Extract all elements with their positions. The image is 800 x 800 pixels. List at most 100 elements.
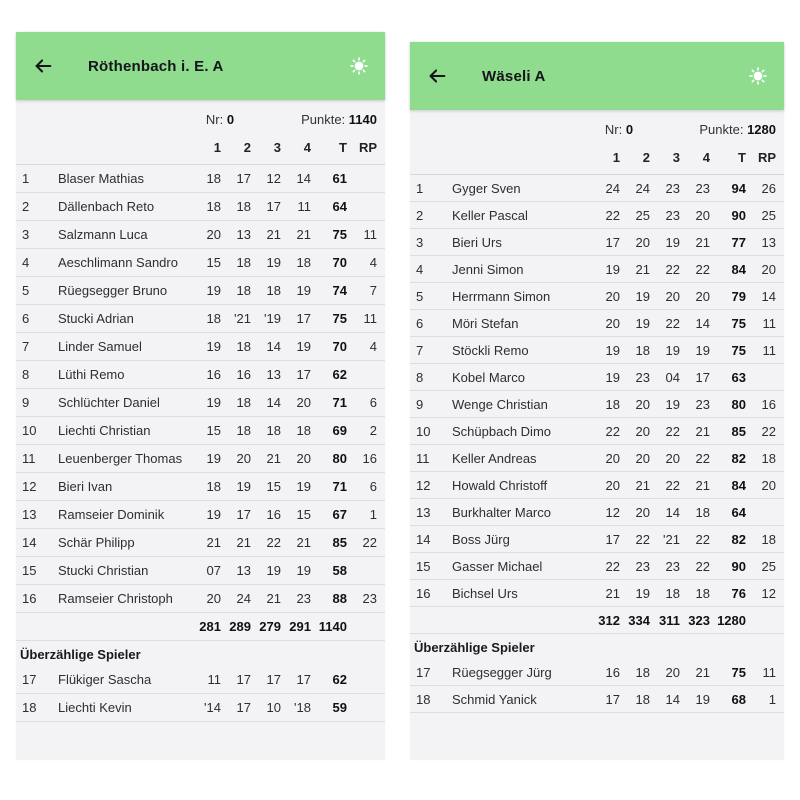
player-row[interactable]: 16 Bichsel Urs 21 19 18 18 76 12 bbox=[410, 580, 784, 607]
player-row[interactable]: 13 Ramseier Dominik 19 17 16 15 67 1 bbox=[16, 501, 385, 529]
score-round-1: 07 bbox=[206, 563, 221, 578]
score-round-3: 19 bbox=[665, 234, 680, 250]
player-row[interactable]: 8 Lüthi Remo 16 16 13 17 62 bbox=[16, 361, 385, 389]
total-col-3: 279 bbox=[259, 619, 281, 634]
score-round-3: 19 bbox=[665, 342, 680, 358]
score-total: 71 bbox=[332, 479, 347, 494]
column-header-3: 3 bbox=[672, 150, 680, 165]
player-row[interactable]: 14 Schär Philipp 21 21 22 21 85 22 bbox=[16, 529, 385, 557]
total-col-5: 1140 bbox=[318, 619, 347, 634]
brightness-button[interactable] bbox=[347, 54, 371, 78]
player-name: Aeschlimann Sandro bbox=[58, 255, 178, 270]
player-row[interactable]: 5 Rüegsegger Bruno 19 18 18 19 74 7 bbox=[16, 277, 385, 305]
score-rp: 25 bbox=[761, 207, 776, 223]
score-round-2: 17 bbox=[236, 171, 251, 186]
score-round-2: 24 bbox=[635, 180, 650, 196]
score-round-2: '21 bbox=[234, 311, 251, 326]
score-round-2: 13 bbox=[236, 563, 251, 578]
player-row[interactable]: 6 Möri Stefan 20 19 22 14 75 11 bbox=[410, 310, 784, 337]
score-round-3: '21 bbox=[663, 531, 680, 547]
player-name: Ramseier Christoph bbox=[58, 591, 173, 606]
player-name: Herrmann Simon bbox=[452, 288, 551, 304]
player-name: Gyger Sven bbox=[452, 180, 521, 196]
player-row[interactable]: 9 Schlüchter Daniel 19 18 14 20 71 6 bbox=[16, 389, 385, 417]
player-row[interactable]: 12 Bieri Ivan 18 19 15 19 71 6 bbox=[16, 473, 385, 501]
score-round-2: 20 bbox=[236, 451, 251, 466]
player-rank: 16 bbox=[22, 591, 37, 606]
score-round-3: 22 bbox=[665, 315, 680, 331]
player-row[interactable]: 15 Stucki Christian 07 13 19 19 58 bbox=[16, 557, 385, 585]
punkte-value: 1140 bbox=[348, 112, 377, 127]
player-row[interactable]: 3 Salzmann Luca 20 13 21 21 75 11 bbox=[16, 221, 385, 249]
score-round-3: 23 bbox=[665, 180, 680, 196]
player-name: Keller Pascal bbox=[452, 207, 528, 223]
player-row[interactable]: 2 Keller Pascal 22 25 23 20 90 25 bbox=[410, 202, 784, 229]
player-row[interactable]: 7 Stöckli Remo 19 18 19 19 75 11 bbox=[410, 337, 784, 364]
player-row[interactable]: 7 Linder Samuel 19 18 14 19 70 4 bbox=[16, 333, 385, 361]
player-name: Stöckli Remo bbox=[452, 342, 529, 358]
player-row[interactable]: 2 Dällenbach Reto 18 18 17 11 64 bbox=[16, 193, 385, 221]
column-header-rp: RP bbox=[358, 140, 377, 155]
player-row[interactable]: 9 Wenge Christian 18 20 19 23 80 16 bbox=[410, 391, 784, 418]
player-row[interactable]: 15 Gasser Michael 22 23 23 22 90 25 bbox=[410, 553, 784, 580]
player-row[interactable]: 10 Schüpbach Dimo 22 20 22 21 85 22 bbox=[410, 418, 784, 445]
player-name: Möri Stefan bbox=[452, 315, 519, 331]
score-round-1: 19 bbox=[206, 283, 221, 298]
score-round-2: 20 bbox=[635, 504, 650, 520]
score-round-4: 23 bbox=[695, 180, 710, 196]
score-round-4: 17 bbox=[296, 311, 311, 326]
score-round-3: 23 bbox=[665, 207, 680, 223]
player-name: Rüegsegger Bruno bbox=[58, 283, 168, 298]
player-row[interactable]: 16 Ramseier Christoph 20 24 21 23 88 23 bbox=[16, 585, 385, 613]
punkte-label: Punkte: bbox=[699, 122, 744, 137]
player-rank: 9 bbox=[416, 396, 424, 412]
player-rank: 17 bbox=[22, 672, 37, 687]
back-button[interactable] bbox=[424, 63, 450, 89]
brightness-button[interactable] bbox=[746, 64, 770, 88]
score-round-3: 22 bbox=[266, 535, 281, 550]
score-round-1: 12 bbox=[605, 504, 620, 520]
column-headers: 1 2 3 4 T RP bbox=[410, 141, 784, 175]
score-total: 84 bbox=[731, 477, 746, 493]
nr-value: 0 bbox=[625, 122, 634, 137]
player-row[interactable]: 10 Liechti Christian 15 18 18 18 69 2 bbox=[16, 417, 385, 445]
player-row[interactable]: 5 Herrmann Simon 20 19 20 20 79 14 bbox=[410, 283, 784, 310]
page-title: Wäseli A bbox=[482, 67, 546, 85]
player-row[interactable]: 8 Kobel Marco 19 23 04 17 63 bbox=[410, 364, 784, 391]
player-row[interactable]: 11 Keller Andreas 20 20 20 22 82 18 bbox=[410, 445, 784, 472]
player-row[interactable]: 4 Jenni Simon 19 21 22 22 84 20 bbox=[410, 256, 784, 283]
player-row[interactable]: 14 Boss Jürg 17 22 '21 22 82 18 bbox=[410, 526, 784, 553]
score-round-3: 16 bbox=[266, 507, 281, 522]
punkte-label: Punkte: bbox=[301, 112, 346, 127]
score-total: 62 bbox=[332, 367, 347, 382]
player-row[interactable]: 1 Gyger Sven 24 24 23 23 94 26 bbox=[410, 175, 784, 202]
score-round-1: 17 bbox=[605, 234, 620, 250]
score-round-1: 18 bbox=[206, 171, 221, 186]
player-rank: 2 bbox=[22, 199, 30, 214]
player-row[interactable]: 1 Blaser Mathias 18 17 12 14 61 bbox=[16, 165, 385, 193]
score-total: 75 bbox=[332, 311, 347, 326]
score-round-1: 11 bbox=[207, 672, 222, 687]
back-button[interactable] bbox=[30, 53, 56, 79]
team-panel-waeseli: Wäseli A Nr: 0 Punkte: 1280 1 2 3 4 T RP 1 Gyg… bbox=[410, 42, 784, 760]
score-round-4: 21 bbox=[695, 664, 710, 680]
player-row[interactable]: 3 Bieri Urs 17 20 19 21 77 13 bbox=[410, 229, 784, 256]
punkte-field: Punkte: 1140 bbox=[251, 112, 377, 127]
player-row[interactable]: 13 Burkhalter Marco 12 20 14 18 64 bbox=[410, 499, 784, 526]
player-row[interactable]: 11 Leuenberger Thomas 19 20 21 20 80 16 bbox=[16, 445, 385, 473]
player-row[interactable]: 18 Liechti Kevin '14 17 10 '18 59 bbox=[16, 694, 385, 722]
player-row[interactable]: 18 Schmid Yanick 17 18 14 19 68 1 bbox=[410, 686, 784, 713]
score-round-2: 18 bbox=[236, 255, 251, 270]
score-total: 75 bbox=[731, 664, 746, 680]
score-round-2: 21 bbox=[236, 535, 251, 550]
player-rank: 8 bbox=[416, 369, 424, 385]
player-name: Burkhalter Marco bbox=[452, 504, 551, 520]
player-row[interactable]: 4 Aeschlimann Sandro 15 18 19 18 70 4 bbox=[16, 249, 385, 277]
player-row[interactable]: 17 Rüegsegger Jürg 16 18 20 21 75 11 bbox=[410, 659, 784, 686]
score-round-1: 18 bbox=[206, 479, 221, 494]
player-row[interactable]: 12 Howald Christoff 20 21 22 21 84 20 bbox=[410, 472, 784, 499]
score-round-3: 19 bbox=[266, 563, 281, 578]
player-row[interactable]: 17 Flükiger Sascha 11 17 17 17 62 bbox=[16, 666, 385, 694]
player-row[interactable]: 6 Stucki Adrian 18 '21 '19 17 75 11 bbox=[16, 305, 385, 333]
